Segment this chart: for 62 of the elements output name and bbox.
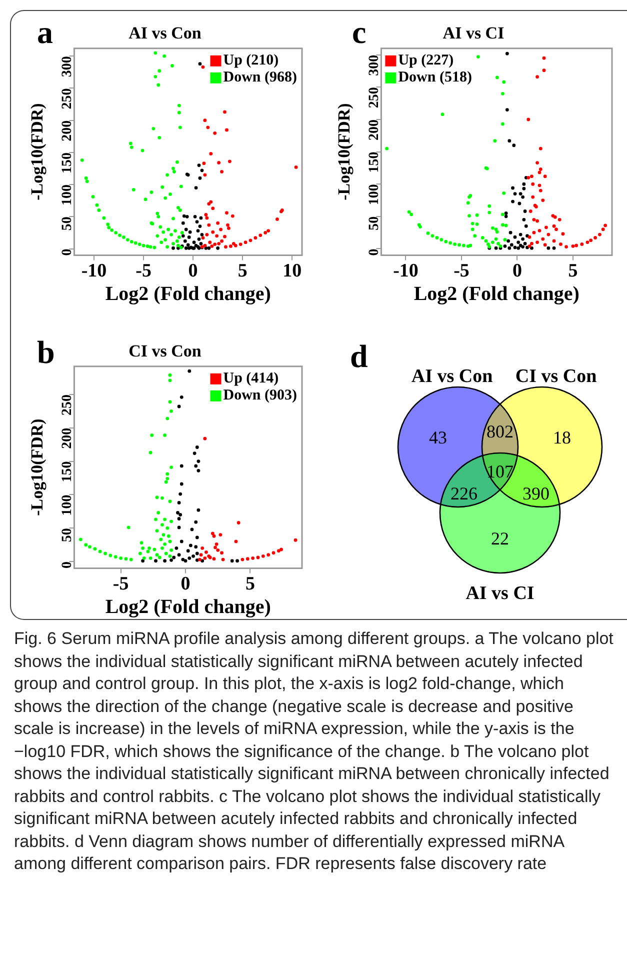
y-tick-label: 0 [60,562,75,569]
text: b [37,334,55,370]
x-tick-label: 5 [238,260,248,282]
y-tick-label: 250 [366,87,382,108]
legend-label: Down (968) [223,69,298,86]
legend-label: Down (518) [398,69,472,86]
text: CI vs Con [515,366,598,387]
text: 226 [450,484,478,504]
x-axis-title: Log2 (Fold change) [105,283,271,306]
y-tick-label: 150 [366,152,382,173]
y-tick-label: 150 [60,152,75,174]
y-tick-label: 300 [60,56,75,78]
chart-title: AI vs Con [128,24,202,43]
x-tick-label: 10 [282,260,302,282]
y-tick-label: 50 [366,216,382,230]
x-tick-label: -5 [136,260,152,282]
x-tick-label: 0 [180,574,190,595]
text: AI vs CI [466,582,534,604]
legend-label: Down (903) [223,387,298,404]
x-tick-label: 0 [188,260,198,282]
y-tick-label: 200 [366,119,382,140]
chart-title: AI vs CI [442,24,505,43]
y-axis-title: -Log10(FDR) [334,103,354,200]
x-tick-label: -5 [112,574,129,595]
y-tick-label: 100 [60,184,75,206]
x-tick-label: 5 [568,260,578,282]
x-tick-label: 5 [245,574,255,595]
text: 802 [486,422,514,442]
text: c [352,14,366,50]
legend-label: Up (227) [398,52,454,68]
text: d [350,338,368,374]
y-tick-label: 150 [60,461,75,482]
y-tick-label: 0 [366,248,382,256]
x-tick-label: -10 [393,260,418,282]
text: 390 [522,484,550,504]
y-tick-label: 300 [366,54,382,76]
text: Fig. 6 Serum miRNA profile analysis among different groups. a The volcano plot shows the individual statistically significant miRNA between acutely infected group and control group. In this plot, the x-axis is log2 fold-change, which shows the direction of the change (negative scale is decrease and positive scale is increase) in the levels of miRNA expression, while the y-axis is the −log10 FDR, which shows the significance of the change. b The volcano plot shows the individual statistically significant miRNA between chronically infected rabbits and control rabbits. c The volcano plot shows the individual statistically significant miRNA between acutely infected rabbits and chronically infected rabbits. d Venn diagram shows number of differentially expressed miRNA among different comparison pairs. FDR represents false discovery rate [14,629,614,873]
y-tick-label: 250 [60,394,75,416]
text: AI vs Con [411,366,494,387]
legend-label: Up (414) [223,370,279,386]
y-axis-title: -Log10(FDR) [28,103,47,200]
y-tick-label: 0 [60,248,75,256]
x-axis-title: Log2 (Fold change) [105,596,271,618]
text: 43 [429,428,447,448]
y-tick-label: 100 [366,184,382,206]
y-tick-label: 200 [60,428,75,449]
legend-label: Up (210) [223,52,279,68]
x-tick-label: -10 [81,260,107,282]
x-axis-title: Log2 (Fold change) [414,283,580,306]
x-tick-label: -5 [454,260,470,282]
text: 22 [491,528,509,549]
y-tick-label: 50 [60,528,75,542]
y-tick-label: 50 [60,216,75,231]
y-axis-title: -Log10(FDR) [28,418,47,516]
x-tick-label: 0 [512,260,522,282]
y-tick-label: 250 [60,88,75,110]
text: a [37,14,53,50]
text: 107 [486,462,514,482]
y-tick-label: 200 [60,120,75,142]
chart-title: CI vs Con [128,342,202,361]
text: 18 [553,428,571,448]
y-tick-label: 100 [60,494,75,516]
